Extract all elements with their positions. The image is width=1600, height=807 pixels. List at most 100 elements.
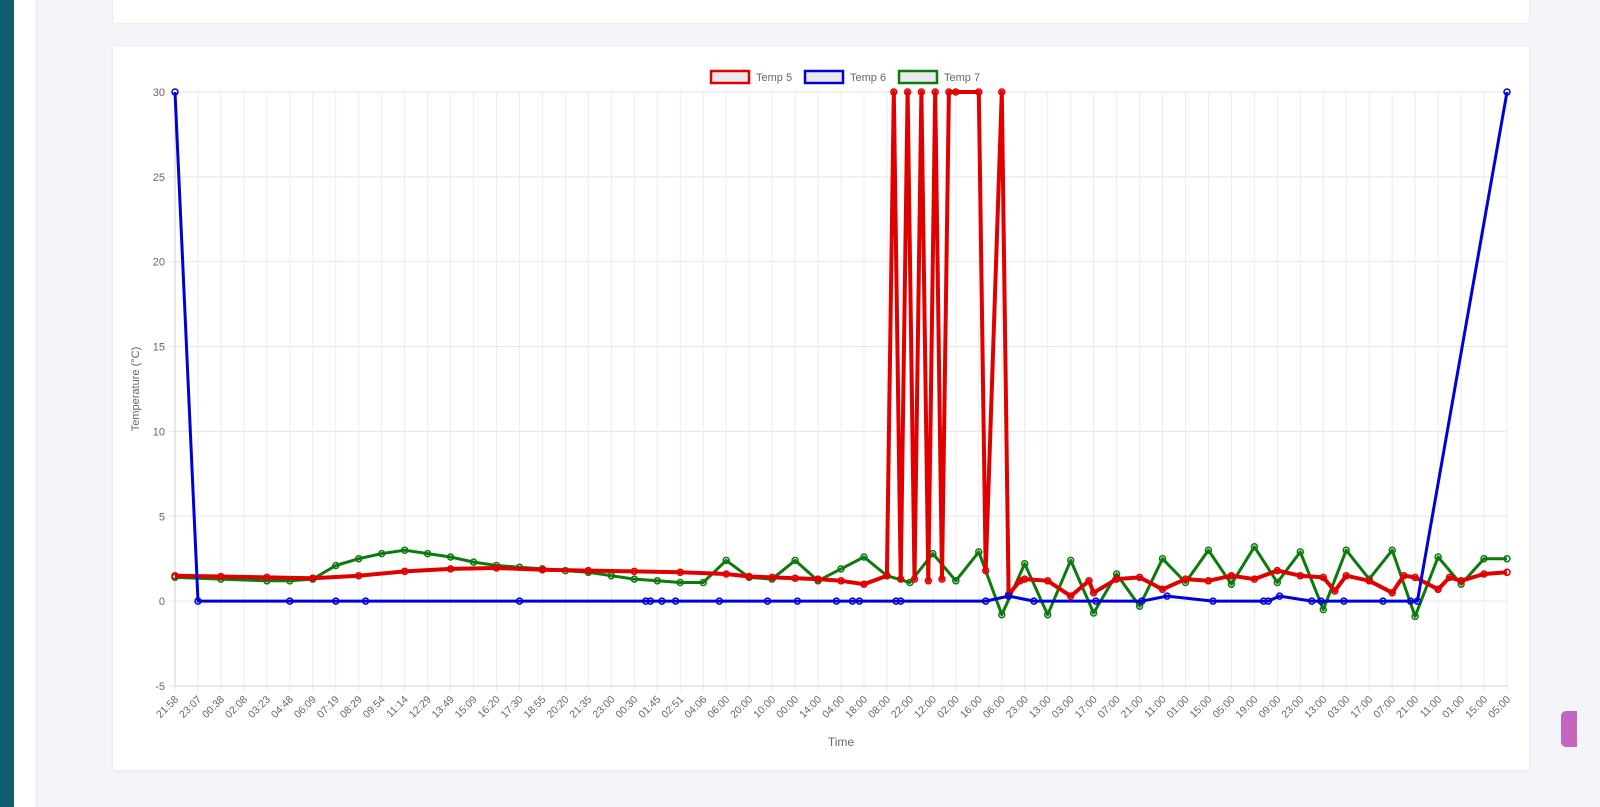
data-point	[1004, 592, 1013, 600]
data-point	[917, 88, 926, 96]
data-point	[217, 572, 225, 581]
data-point	[263, 573, 271, 582]
data-point	[1434, 553, 1442, 561]
legend-swatch	[803, 69, 845, 85]
data-point	[1296, 548, 1305, 556]
x-tick-label: 05:00	[1210, 694, 1237, 721]
x-tick-label: 22:00	[889, 694, 916, 721]
data-point	[1030, 597, 1038, 605]
legend-item-temp-7[interactable]: Temp 7	[897, 69, 980, 85]
data-point	[981, 597, 990, 605]
data-point	[998, 610, 1006, 619]
y-tick-label: -5	[155, 681, 165, 693]
data-point	[1273, 566, 1282, 575]
data-point	[1264, 597, 1272, 605]
x-tick-label: 15:00	[1188, 694, 1215, 721]
chart-card: 30 25 20 15 10 5 0 -5 21:58 23:07 00:38 02:08 03:23…	[112, 45, 1530, 771]
legend-label: Temp 7	[944, 72, 980, 84]
y-tick-label: 10	[153, 426, 165, 438]
data-point	[1480, 570, 1488, 578]
x-tick-label: 04:00	[820, 694, 847, 721]
data-point	[1227, 571, 1236, 580]
data-point	[832, 597, 841, 605]
data-point	[1135, 573, 1144, 582]
y-tick-label: 0	[159, 596, 165, 608]
x-tick-label: 00:00	[774, 694, 801, 721]
legend-item-temp-5[interactable]: Temp 5	[709, 69, 792, 85]
data-point	[722, 570, 730, 578]
data-point	[938, 575, 946, 583]
x-tick-label: 23:00	[1004, 694, 1031, 721]
data-point	[584, 566, 593, 575]
x-tick-label: 12:00	[912, 694, 939, 721]
x-tick-label: 08:00	[866, 694, 893, 721]
data-point	[1066, 556, 1075, 565]
y-axis-ticks: 30 25 20 15 10 5 0 -5	[153, 87, 165, 693]
x-tick-label: 02:00	[935, 694, 962, 721]
data-point	[1399, 571, 1408, 580]
data-point	[848, 597, 857, 605]
x-tick-label: 02:08	[223, 694, 250, 721]
x-tick-label: 17:30	[499, 694, 526, 721]
x-tick-label: 11:00	[1142, 694, 1169, 721]
data-point	[361, 597, 370, 605]
y-tick-label: 15	[153, 342, 165, 354]
data-point	[1480, 554, 1488, 563]
x-tick-label: 01:00	[1165, 694, 1192, 721]
data-point	[1317, 597, 1325, 605]
data-point	[671, 597, 680, 605]
data-point	[1020, 575, 1029, 583]
x-tick-label: 15:09	[453, 694, 480, 721]
x-axis-label: Time	[828, 735, 855, 749]
legend-label: Temp 6	[850, 72, 886, 84]
data-point	[354, 554, 363, 563]
x-tick-label: 07:00	[1371, 694, 1398, 721]
data-point	[1043, 577, 1052, 585]
data-point	[171, 571, 179, 580]
data-point	[1273, 578, 1282, 587]
data-point	[1365, 577, 1373, 585]
side-tab-button[interactable]	[1561, 711, 1577, 747]
data-point	[1388, 588, 1396, 597]
data-point	[1413, 597, 1422, 605]
data-point	[1411, 612, 1419, 621]
series-temp-6	[171, 88, 1511, 605]
x-tick-label: 21:00	[1119, 694, 1146, 721]
x-tick-label: 23:00	[590, 694, 617, 721]
data-point	[903, 88, 912, 96]
data-point	[1319, 605, 1328, 614]
data-point	[791, 574, 799, 582]
data-point	[676, 568, 684, 577]
x-tick-label: 06:09	[292, 694, 319, 721]
data-point	[1227, 580, 1236, 588]
data-point	[896, 575, 905, 583]
data-point	[1503, 88, 1511, 96]
data-point	[332, 561, 340, 570]
data-point	[658, 597, 666, 605]
x-tick-label: 00:38	[200, 694, 227, 721]
data-point	[763, 597, 772, 605]
legend-item-temp-6[interactable]: Temp 6	[803, 69, 886, 85]
x-tick-label: 05:00	[1486, 694, 1513, 721]
data-point	[1089, 609, 1098, 617]
data-point	[1043, 610, 1052, 619]
data-point	[1204, 546, 1213, 554]
data-point	[1138, 597, 1146, 605]
y-tick-label: 5	[159, 511, 165, 523]
data-point	[400, 546, 409, 554]
data-point	[768, 573, 776, 582]
x-tick-label: 09:54	[361, 694, 388, 721]
data-point	[1163, 592, 1171, 600]
x-axis-ticks: 21:5823:0700:3802:0803:2304:4806:0907:19…	[154, 694, 1513, 721]
data-point	[699, 578, 707, 587]
x-tick-label: 09:00	[1256, 694, 1283, 721]
legend-swatch	[709, 69, 751, 85]
x-tick-label: 14:00	[797, 694, 824, 721]
data-point	[1209, 597, 1217, 605]
data-point	[1445, 573, 1454, 582]
legend-swatch	[897, 69, 939, 85]
data-point	[924, 577, 933, 585]
data-point	[446, 565, 455, 573]
data-point	[1085, 577, 1093, 585]
series-temp-5	[171, 88, 1511, 600]
